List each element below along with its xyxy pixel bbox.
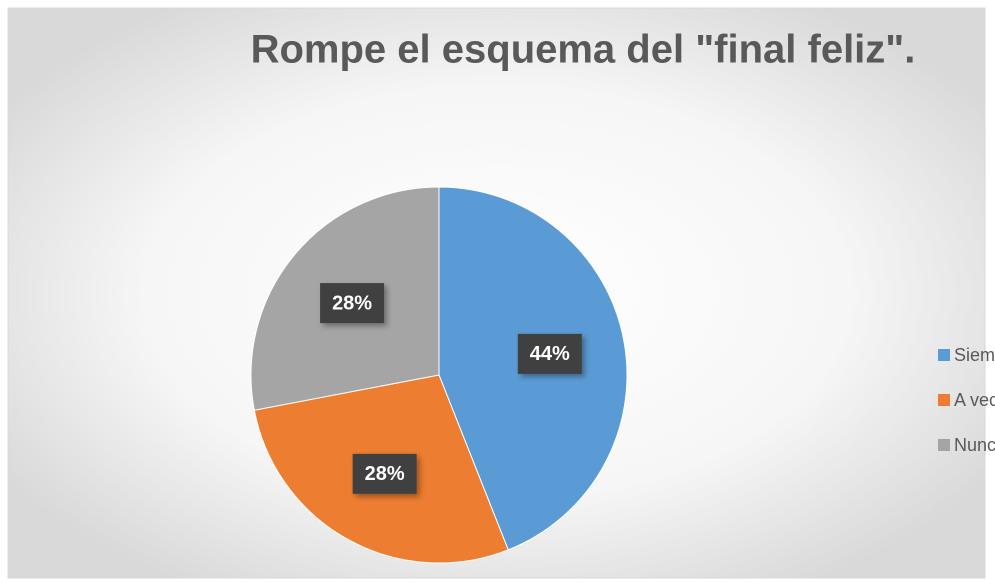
data-label-box [320,283,385,324]
data-label: 28% [332,292,372,314]
data-label-box [352,453,417,494]
legend-swatch [938,349,950,361]
data-label: 28% [365,463,405,485]
legend-swatch [938,394,950,406]
data-label-box [517,333,582,374]
legend-swatch [938,439,950,451]
data-label: 44% [530,343,570,365]
legend-label: Nunca [954,435,995,455]
legend-label: Siempre [954,345,995,365]
legend-label: A veces [954,390,995,410]
chart-title: Rompe el esquema del "final feliz". [251,28,916,72]
